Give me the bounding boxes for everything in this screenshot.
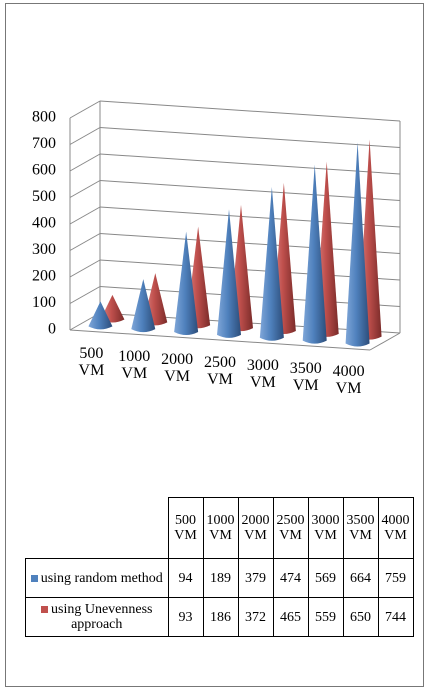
table-header-row: 500 VM 1000 VM 2000 VM 2500 VM 3000 VM 3500 V… [25,497,414,559]
grid-line [69,100,101,119]
table-value: 759 [377,558,414,598]
y-tick-label: 700 [32,135,56,152]
grid-line [99,100,401,122]
cone [345,142,370,347]
table-value: 474 [272,558,309,598]
y-tick-label: 200 [32,268,56,285]
table-value: 664 [342,558,379,598]
table-header-cell: 4000 VM [377,497,414,559]
data-table: 500 VM 1000 VM 2000 VM 2500 VM 3000 VM 3500 V… [25,497,414,637]
grid-line [69,259,101,278]
table-value: 94 [167,558,204,598]
grid-line [99,127,401,148]
y-tick-label: 600 [32,162,56,179]
table-header-cell: 3500 VM [342,497,379,559]
grid-line [69,127,101,145]
table-header-cell: 2500 VM [272,497,309,559]
x-tick-label: 3500 VM [289,359,322,394]
y-tick-label: 500 [32,188,56,205]
table-row-label: using Unevenness approach [25,597,169,637]
frame [5,3,424,687]
table-value: 569 [307,558,344,598]
table-header-cell: 2000 VM [237,497,274,559]
grid-line [69,233,101,251]
legend-label: using random method [40,570,163,586]
y-tick-label: 400 [32,215,56,232]
table-value: 189 [202,558,239,598]
grid-line [69,153,101,172]
legend-key [30,574,38,582]
table-value: 559 [307,597,344,637]
table-corner [25,497,169,559]
cone [88,301,113,330]
table-header-cell: 3000 VM [307,497,344,559]
grid-line [99,180,401,201]
y-tick-label: 800 [32,109,56,126]
floor-edge [369,332,401,351]
y-tick-label: 100 [32,294,56,311]
x-tick-label: 1000 VM [118,348,151,383]
cone [174,231,199,336]
x-tick-label: 3000 VM [246,356,279,391]
grid-line [69,286,101,304]
grid-line [99,233,401,254]
table-value: 650 [342,597,379,637]
x-tick-label: 4000 VM [332,362,365,397]
cone [217,209,241,338]
x-tick-label: 2500 VM [204,354,236,388]
y-tick-label: 300 [32,241,56,258]
y-tick-label: 0 [48,321,56,338]
x-tick-label: 2000 VM [161,351,194,386]
grid-line [69,206,101,225]
cone [131,279,156,333]
table-row: using random method 94 189 379 474 569 664 759 [25,558,414,598]
legend-key [41,606,48,614]
table-value: 465 [272,597,309,637]
table-value: 379 [237,558,274,598]
legend-label: using Unevenness approach [51,602,153,632]
table-row-label: using random method [25,558,169,598]
floor-edge [69,329,371,351]
grid-line [99,153,401,175]
table-row: using Unevenness approach 93 186 372 465 559 6… [25,597,414,637]
grid-line [99,206,401,228]
table-value: 372 [237,597,274,637]
cone [259,186,284,341]
table-value: 93 [167,597,204,637]
table-value: 744 [377,597,414,637]
table-header-cell: 500 VM [167,497,204,559]
table-header-cell: 1000 VM [202,497,239,559]
x-tick-label: 500 VM [78,345,105,380]
grid-line [69,180,101,198]
table-value: 186 [202,597,239,637]
cone [302,164,327,344]
